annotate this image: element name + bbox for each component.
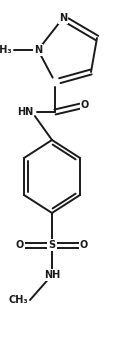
Text: HN: HN bbox=[17, 107, 33, 117]
Text: O: O bbox=[80, 240, 88, 250]
Text: CH₃: CH₃ bbox=[8, 295, 28, 305]
Text: CH₃: CH₃ bbox=[0, 45, 12, 55]
Text: S: S bbox=[48, 240, 56, 250]
Text: NH: NH bbox=[44, 270, 60, 280]
Text: N: N bbox=[59, 13, 67, 23]
Text: O: O bbox=[16, 240, 24, 250]
Text: N: N bbox=[34, 45, 42, 55]
Text: O: O bbox=[81, 100, 89, 110]
